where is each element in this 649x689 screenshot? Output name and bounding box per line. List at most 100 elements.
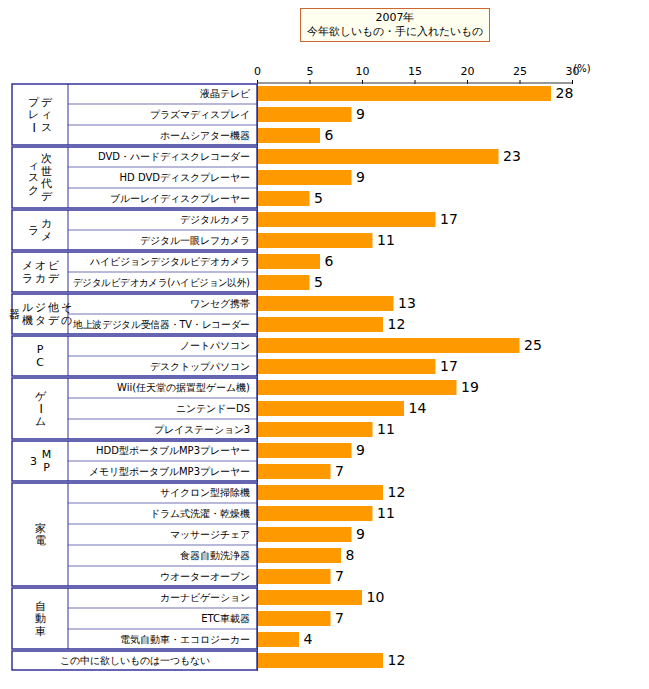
- svg-text:9: 9: [356, 169, 365, 185]
- svg-text:液晶テレビ: 液晶テレビ: [200, 88, 251, 99]
- svg-text:デジタルカメラ: デジタルカメラ: [180, 214, 250, 225]
- svg-text:13: 13: [398, 295, 416, 311]
- svg-text:レ: レ: [28, 108, 39, 121]
- svg-text:ノートパソコン: ノートパソコン: [180, 340, 250, 351]
- svg-text:電気自動車・エコロジーカー: 電気自動車・エコロジーカー: [120, 634, 250, 645]
- svg-text:6: 6: [325, 127, 334, 143]
- svg-text:ム: ム: [35, 415, 46, 428]
- svg-text:9: 9: [356, 526, 365, 542]
- svg-text:ワンセグ携帯: ワンセグ携帯: [190, 298, 250, 309]
- svg-text:ー: ー: [34, 403, 47, 414]
- svg-text:そ: そ: [61, 301, 72, 314]
- svg-text:3: 3: [30, 455, 37, 468]
- svg-text:17: 17: [440, 211, 458, 227]
- svg-text:ク: ク: [28, 184, 39, 197]
- svg-text:ィ: ィ: [41, 108, 52, 121]
- svg-text:11: 11: [377, 232, 395, 248]
- svg-text:20: 20: [461, 65, 475, 78]
- svg-text:25: 25: [524, 337, 542, 353]
- svg-text:P: P: [37, 343, 44, 356]
- svg-text:家: 家: [35, 522, 46, 535]
- svg-text:14: 14: [409, 400, 427, 416]
- svg-text:ドラム式洗濯・乾燥機: ドラム式洗濯・乾燥機: [150, 508, 250, 519]
- svg-text:(%): (%): [573, 63, 590, 74]
- svg-text:ウオーターオーブン: ウオーターオーブン: [160, 571, 250, 582]
- svg-text:ス: ス: [41, 121, 52, 134]
- svg-text:11: 11: [377, 421, 395, 437]
- svg-text:器: 器: [9, 308, 20, 321]
- svg-text:10: 10: [356, 65, 370, 78]
- svg-text:12: 12: [388, 316, 406, 332]
- svg-text:ラ: ラ: [22, 272, 33, 285]
- svg-text:7: 7: [335, 568, 344, 584]
- svg-text:マッサージチェア: マッサージチェア: [170, 529, 250, 540]
- svg-text:電: 電: [35, 534, 46, 547]
- svg-text:17: 17: [440, 358, 458, 374]
- svg-text:25: 25: [513, 65, 527, 78]
- svg-text:23: 23: [503, 148, 521, 164]
- svg-text:12: 12: [388, 652, 406, 668]
- svg-text:ス: ス: [28, 171, 39, 184]
- svg-text:ル: ル: [22, 301, 33, 314]
- svg-text:サイクロン型掃除機: サイクロン型掃除機: [160, 487, 250, 498]
- svg-text:11: 11: [377, 505, 395, 521]
- svg-text:ビ: ビ: [48, 259, 60, 272]
- svg-text:C: C: [36, 356, 44, 369]
- svg-text:地上波デジタル受信器・TV・レコーダー: 地上波デジタル受信器・TV・レコーダー: [72, 319, 250, 330]
- svg-text:ハイビジョンデジタルビデオカメラ: ハイビジョンデジタルビデオカメラ: [89, 256, 250, 267]
- svg-text:ETC車載器: ETC車載器: [201, 613, 250, 624]
- svg-text:デ: デ: [48, 272, 60, 285]
- svg-text:7: 7: [335, 463, 344, 479]
- svg-text:5: 5: [314, 274, 323, 290]
- svg-text:ホームシアター機器: ホームシアター機器: [160, 130, 250, 141]
- svg-text:12: 12: [388, 484, 406, 500]
- svg-text:9: 9: [356, 106, 365, 122]
- svg-text:5: 5: [307, 65, 314, 78]
- svg-text:ー: ー: [27, 122, 40, 133]
- svg-text:28: 28: [556, 85, 574, 101]
- svg-text:ラ: ラ: [28, 224, 39, 237]
- svg-text:プラズマディスプレイ: プラズマディスプレイ: [150, 109, 250, 120]
- svg-text:ィ: ィ: [28, 159, 39, 172]
- svg-text:4: 4: [304, 631, 313, 647]
- svg-text:メ: メ: [41, 230, 52, 243]
- svg-text:8: 8: [346, 547, 355, 563]
- svg-text:デジタルビデオカメラ(ハイビジョン以外): デジタルビデオカメラ(ハイビジョン以外): [73, 277, 250, 288]
- svg-text:デジタル一眼レフカメラ: デジタル一眼レフカメラ: [140, 235, 250, 246]
- svg-text:7: 7: [335, 610, 344, 626]
- svg-text:機: 機: [22, 314, 33, 327]
- svg-text:カ: カ: [41, 217, 52, 230]
- svg-text:19: 19: [461, 379, 479, 395]
- svg-text:HDD型ポータブルMP3プレーヤー: HDD型ポータブルMP3プレーヤー: [96, 445, 250, 456]
- svg-text:ニンテンドーDS: ニンテンドーDS: [176, 403, 250, 414]
- svg-text:動: 動: [35, 612, 46, 625]
- svg-text:メモリ型ポータブルMP3プレーヤー: メモリ型ポータブルMP3プレーヤー: [89, 466, 250, 477]
- svg-text:10: 10: [367, 589, 385, 605]
- svg-text:他: 他: [48, 301, 59, 314]
- svg-text:M: M: [42, 448, 52, 461]
- svg-text:6: 6: [325, 253, 334, 269]
- svg-text:世: 世: [41, 165, 52, 178]
- svg-text:ブルーレイディスクプレーヤー: ブルーレイディスクプレーヤー: [110, 193, 250, 204]
- svg-text:P: P: [43, 461, 50, 474]
- svg-text:15: 15: [408, 65, 422, 78]
- svg-text:カ: カ: [35, 272, 46, 285]
- svg-text:自: 自: [35, 600, 46, 613]
- svg-text:ジ: ジ: [35, 301, 46, 314]
- svg-text:DVD・ハードディスクレコーダー: DVD・ハードディスクレコーダー: [98, 151, 250, 162]
- svg-text:車: 車: [35, 625, 46, 638]
- svg-text:代: 代: [40, 177, 52, 190]
- svg-text:の: の: [61, 314, 72, 327]
- svg-text:5: 5: [314, 190, 323, 206]
- svg-text:9: 9: [356, 442, 365, 458]
- svg-text:プ: プ: [28, 96, 40, 109]
- svg-text:0: 0: [254, 65, 261, 78]
- svg-text:デ: デ: [41, 96, 53, 109]
- svg-text:HD DVDディスクプレーヤー: HD DVDディスクプレーヤー: [120, 172, 250, 183]
- svg-text:食器自動洗浄器: 食器自動洗浄器: [180, 550, 250, 561]
- svg-text:タ: タ: [35, 314, 46, 327]
- svg-text:この中に欲しいものは一つもない: この中に欲しいものは一つもない: [60, 655, 210, 666]
- svg-text:次: 次: [41, 152, 52, 165]
- svg-text:ゲ: ゲ: [35, 390, 47, 403]
- svg-text:カーナビゲーション: カーナビゲーション: [160, 592, 250, 603]
